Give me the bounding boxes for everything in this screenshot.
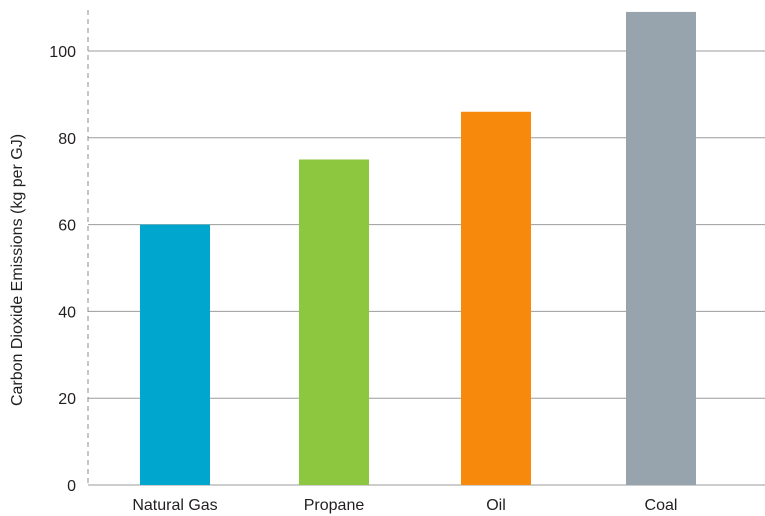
y-tick-label-60: 60	[58, 218, 76, 235]
category-label-propane: Propane	[304, 497, 365, 514]
bars	[140, 11, 696, 485]
category-labels: Natural Gas Propane Oil Coal	[132, 497, 677, 514]
y-tick-labels: 0 20 40 60 80 100	[49, 44, 76, 495]
y-tick-label-0: 0	[67, 478, 76, 495]
category-label-natural-gas: Natural Gas	[132, 497, 217, 514]
y-tick-label-40: 40	[58, 304, 76, 321]
y-tick-label-100: 100	[49, 44, 76, 61]
bar-natural-gas	[140, 224, 210, 485]
bar-coal	[626, 11, 696, 485]
category-label-oil: Oil	[486, 497, 506, 514]
bar-propane	[299, 159, 369, 485]
y-axis-title: Carbon Dioxide Emissions (kg per GJ)	[9, 134, 26, 406]
y-tick-label-20: 20	[58, 391, 76, 408]
bar-oil	[461, 111, 531, 485]
category-label-coal: Coal	[645, 497, 678, 514]
y-tick-label-80: 80	[58, 131, 76, 148]
